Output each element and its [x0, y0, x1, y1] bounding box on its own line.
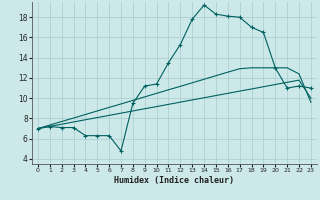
X-axis label: Humidex (Indice chaleur): Humidex (Indice chaleur) — [115, 176, 234, 185]
